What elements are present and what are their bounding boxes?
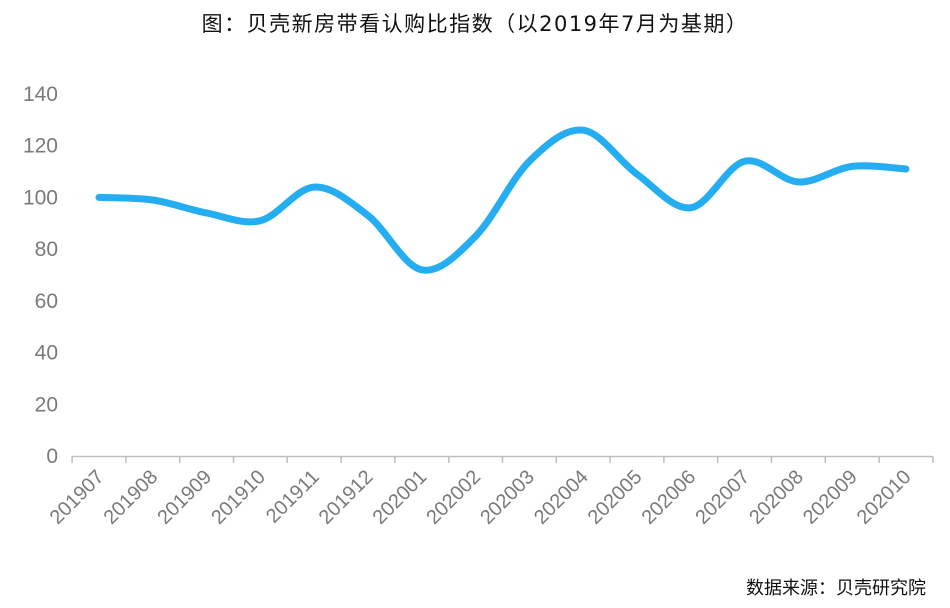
x-tick-label: 201911: [262, 466, 324, 528]
x-tick-label: 202005: [584, 466, 647, 529]
y-tick-label: 20: [35, 393, 58, 416]
y-tick-label: 40: [35, 342, 58, 365]
x-tick-label: 202010: [853, 466, 916, 529]
x-tick-label: 202007: [691, 466, 754, 529]
x-tick-label: 201909: [153, 466, 216, 529]
y-tick-label: 140: [23, 83, 58, 106]
x-tick-label: 201908: [100, 466, 163, 529]
x-tick-label: 202009: [799, 466, 862, 529]
x-tick-label: 201910: [207, 466, 270, 529]
y-axis-ticks: 0 20 40 60 80 100 120 140: [23, 83, 58, 468]
y-tick-label: 80: [35, 238, 58, 261]
y-tick-label: 0: [46, 445, 58, 468]
x-tick-label: 202002: [422, 466, 485, 529]
x-tick-label: 201912: [315, 466, 378, 529]
chart-title: 图：贝壳新房带看认购比指数（以2019年7月为基期）: [201, 12, 749, 36]
y-tick-label: 100: [23, 186, 58, 209]
x-axis-ticks: 2019072019082019092019102019112019122020…: [46, 456, 934, 529]
source-note: 数据来源：贝壳研究院: [746, 578, 926, 599]
x-tick-label: 201907: [46, 466, 109, 529]
y-tick-label: 120: [23, 135, 58, 158]
series-line: [95, 126, 910, 274]
y-tick-label: 60: [35, 290, 58, 313]
x-tick-label: 202004: [530, 466, 593, 529]
x-tick-label: 202001: [369, 466, 432, 529]
x-tick-label: 202006: [638, 466, 701, 529]
x-tick-label: 202003: [476, 466, 539, 529]
x-tick-label: 202008: [745, 466, 808, 529]
